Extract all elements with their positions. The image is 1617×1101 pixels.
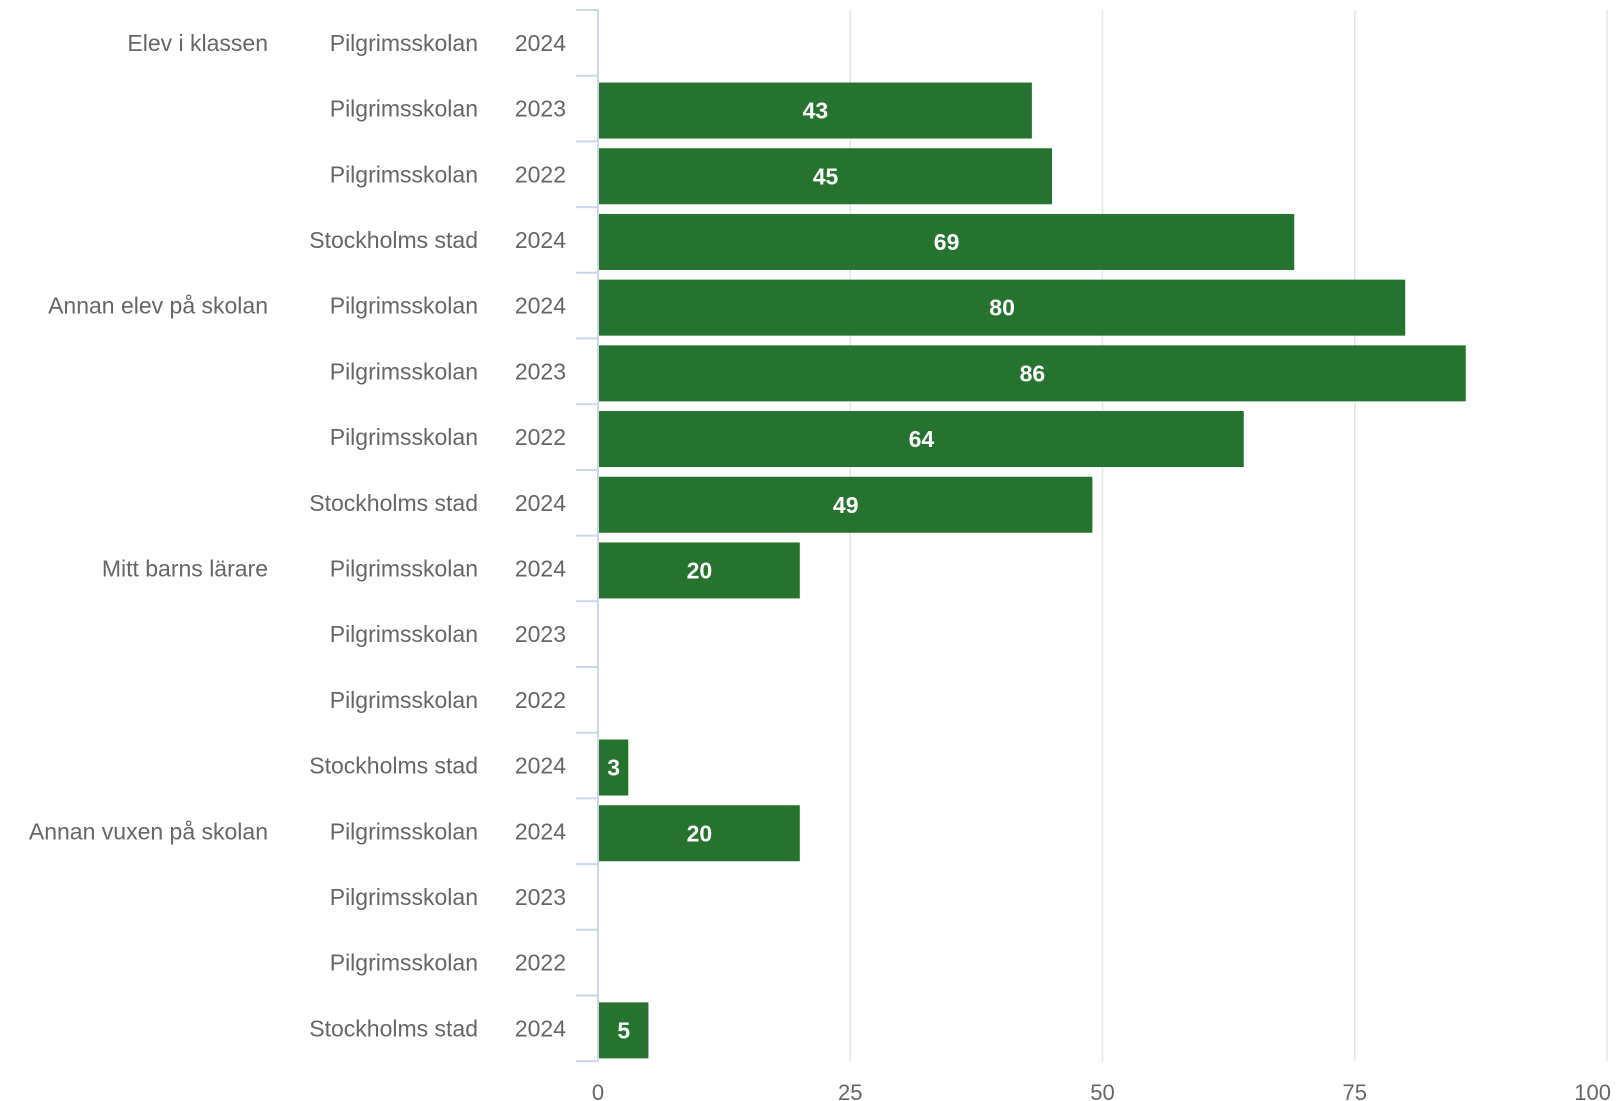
year-label: 2022 bbox=[515, 424, 566, 450]
entity-label: Pilgrimsskolan bbox=[330, 950, 478, 976]
entity-label: Stockholms stad bbox=[309, 1015, 478, 1041]
year-label: 2022 bbox=[515, 687, 566, 713]
bar bbox=[599, 805, 800, 862]
bar bbox=[599, 148, 1053, 205]
year-label: 2023 bbox=[515, 884, 566, 910]
year-label: 2024 bbox=[515, 490, 566, 516]
bar-data-label: 64 bbox=[909, 426, 935, 452]
entity-label: Pilgrimsskolan bbox=[330, 424, 478, 450]
entity-label: Stockholms stad bbox=[309, 490, 478, 516]
year-label: 2024 bbox=[515, 1015, 566, 1041]
bar-data-label: 49 bbox=[833, 492, 859, 518]
group-label: Annan elev på skolan bbox=[48, 293, 268, 319]
entity-label: Pilgrimsskolan bbox=[330, 358, 478, 384]
group-label: Annan vuxen på skolan bbox=[29, 818, 268, 844]
entity-label: Pilgrimsskolan bbox=[330, 687, 478, 713]
bar-data-label: 5 bbox=[617, 1017, 630, 1043]
entity-label: Stockholms stad bbox=[309, 227, 478, 253]
year-label: 2024 bbox=[515, 293, 566, 319]
x-tick-label: 25 bbox=[838, 1080, 862, 1101]
x-tick-label: 0 bbox=[592, 1080, 604, 1101]
x-tick-label: 50 bbox=[1090, 1080, 1114, 1101]
year-label: 2024 bbox=[515, 753, 566, 779]
bar-data-label: 20 bbox=[687, 557, 713, 583]
category-labels: Elev i klassen Pilgrimsskolan 2024 Pilgrims… bbox=[29, 30, 566, 1041]
bar-data-label: 45 bbox=[813, 163, 839, 189]
bar bbox=[599, 82, 1032, 139]
year-label: 2024 bbox=[515, 555, 566, 581]
year-label: 2023 bbox=[515, 621, 566, 647]
bar bbox=[599, 1002, 649, 1059]
year-label: 2023 bbox=[515, 358, 566, 384]
bar bbox=[599, 411, 1244, 468]
bar bbox=[599, 739, 629, 796]
bar-data-label: 69 bbox=[934, 229, 960, 255]
bar-data-label: 3 bbox=[607, 755, 620, 781]
bar-data-label: 80 bbox=[989, 295, 1015, 321]
bar bbox=[599, 345, 1466, 402]
entity-label: Pilgrimsskolan bbox=[330, 293, 478, 319]
bars: 43 45 69 80 86 64 49 20 3 20 5 bbox=[599, 82, 1466, 1059]
bar bbox=[599, 476, 1093, 533]
entity-label: Pilgrimsskolan bbox=[330, 161, 478, 187]
bar bbox=[599, 542, 800, 599]
entity-label: Stockholms stad bbox=[309, 753, 478, 779]
axes: 0 25 50 75 100 bbox=[576, 9, 1611, 1101]
entity-label: Pilgrimsskolan bbox=[330, 30, 478, 56]
bar-data-label: 20 bbox=[687, 820, 713, 846]
year-label: 2023 bbox=[515, 96, 566, 122]
entity-label: Pilgrimsskolan bbox=[330, 555, 478, 581]
bar bbox=[599, 279, 1406, 336]
entity-label: Pilgrimsskolan bbox=[330, 818, 478, 844]
gridlines bbox=[849, 10, 1608, 1062]
year-label: 2022 bbox=[515, 161, 566, 187]
year-label: 2022 bbox=[515, 950, 566, 976]
bar-data-label: 86 bbox=[1020, 360, 1046, 386]
group-label: Mitt barns lärare bbox=[102, 555, 268, 581]
entity-label: Pilgrimsskolan bbox=[330, 884, 478, 910]
bar bbox=[599, 213, 1295, 270]
group-label: Elev i klassen bbox=[127, 30, 268, 56]
x-tick-label: 100 bbox=[1574, 1080, 1611, 1101]
entity-label: Pilgrimsskolan bbox=[330, 621, 478, 647]
entity-label: Pilgrimsskolan bbox=[330, 96, 478, 122]
bar-data-label: 43 bbox=[803, 98, 829, 124]
x-tick-label: 75 bbox=[1343, 1080, 1367, 1101]
year-label: 2024 bbox=[515, 30, 566, 56]
year-label: 2024 bbox=[515, 227, 566, 253]
year-label: 2024 bbox=[515, 818, 566, 844]
